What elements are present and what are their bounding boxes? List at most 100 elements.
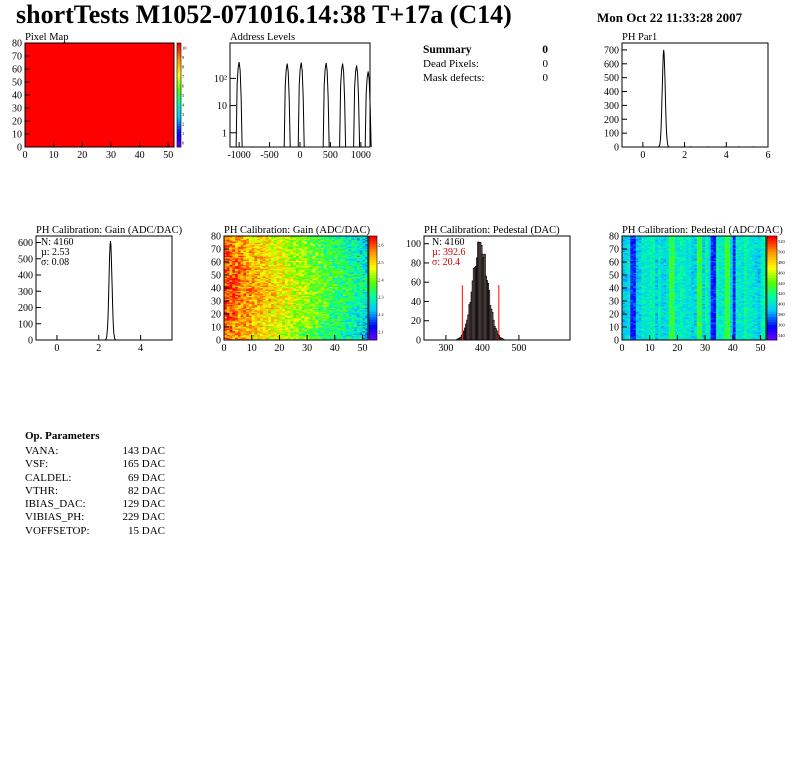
pixel-cell: [226, 295, 230, 298]
pixel-cell: [301, 295, 305, 298]
pixel-cell: [287, 255, 291, 258]
pixel-cell: [271, 269, 275, 272]
pixel-cell: [243, 263, 247, 265]
pixel-cell: [260, 245, 264, 247]
pixel-cell: [622, 277, 626, 280]
pixel-cell: [622, 327, 626, 329]
pixel-cell: [359, 259, 363, 261]
pixel-cell: [332, 294, 336, 297]
pixel-cell: [348, 333, 352, 336]
pixel-cell: [254, 273, 258, 276]
pixel-cell: [304, 298, 308, 300]
pixel-cell: [315, 260, 319, 263]
pixel-cell: [627, 325, 631, 328]
pixel-cell: [226, 251, 230, 254]
pixel-cell: [332, 237, 336, 239]
pixel-cell: [345, 297, 349, 299]
pixel-cell: [296, 249, 300, 251]
pixel-cell: [345, 250, 349, 252]
pixel-cell: [240, 317, 244, 320]
pixel-cell: [298, 238, 302, 241]
pixel-cell: [304, 260, 308, 263]
pixel-cell: [332, 290, 336, 293]
pixel-cell: [260, 280, 264, 282]
pixel-cell: [265, 275, 269, 277]
pixel-cell: [630, 324, 634, 326]
pixel-cell: [276, 238, 280, 241]
pixel-cell: [296, 329, 300, 332]
pixel-cell: [298, 243, 302, 246]
pixel-cell: [627, 291, 631, 294]
pixel-cell: [309, 297, 313, 299]
pixel-cell: [315, 238, 319, 241]
pixel-cell: [343, 260, 347, 263]
pixel-cell: [329, 278, 333, 281]
pixel-cell: [334, 314, 338, 316]
pixel-cell: [356, 260, 360, 263]
pixel-cell: [265, 276, 269, 278]
pixel-cell: [351, 276, 355, 278]
pixel-cell: [351, 254, 355, 256]
pixel-cell: [362, 337, 366, 339]
pixel-cell: [633, 238, 637, 241]
pixel-cell: [298, 280, 302, 282]
pixel-cell: [326, 314, 330, 316]
pixel-cell: [326, 284, 330, 286]
pixel-cell: [345, 330, 349, 333]
pixel-cell: [268, 332, 272, 334]
pixel-cell: [260, 316, 264, 319]
pixel-cell: [356, 297, 360, 299]
pixel-cell: [320, 276, 324, 278]
pixel-cell: [224, 280, 228, 282]
pixel-cell: [315, 307, 319, 310]
pixel-cell: [635, 312, 639, 315]
pixel-cell: [315, 333, 319, 336]
pixel-cell: [332, 260, 336, 263]
pixel-cell: [226, 263, 230, 265]
pixel-cell: [348, 336, 352, 338]
pixel-cell: [307, 264, 311, 267]
pixel-cell: [298, 312, 302, 315]
pixel-cell: [257, 293, 261, 295]
pixel-cell: [354, 272, 358, 274]
pixel-cell: [633, 289, 637, 291]
pixel-cell: [624, 302, 628, 304]
pixel-cell: [635, 294, 639, 297]
pixel-cell: [340, 239, 344, 242]
pixel-cell: [329, 246, 333, 248]
pixel-cell: [323, 282, 327, 285]
pixel-map-palette-frame: [176, 42, 182, 148]
pixel-cell: [633, 320, 637, 323]
pixel-cell: [638, 310, 642, 312]
pixel-cell: [298, 304, 302, 307]
pixel-cell: [312, 264, 316, 267]
pixel-cell: [287, 258, 291, 260]
pixel-cell: [248, 332, 252, 334]
pixel-cell: [627, 265, 631, 268]
pixel-cell: [296, 256, 300, 259]
pixel-cell: [284, 333, 288, 336]
pixel-cell: [323, 263, 327, 265]
pixel-cell: [287, 317, 291, 320]
pixel-cell: [624, 239, 628, 242]
gain-map-palette-band: [369, 308, 377, 312]
pixel-cell: [248, 260, 252, 263]
pixel-cell: [232, 238, 236, 241]
pixel-cell: [633, 269, 637, 272]
x-tick-label: 0: [298, 150, 303, 161]
pixel-cell: [627, 320, 631, 323]
pixel-cell: [237, 286, 241, 289]
pixel-cell: [282, 271, 286, 273]
pixel-cell: [307, 250, 311, 252]
pixel-cell: [268, 286, 272, 289]
pixel-cell: [312, 288, 316, 290]
pixel-cell: [279, 236, 283, 238]
pixel-cell: [633, 314, 637, 316]
pixel-cell: [260, 269, 264, 272]
pixel-cell: [356, 324, 360, 326]
pixel-cell: [268, 334, 272, 337]
pixel-cell: [340, 265, 344, 268]
pixel-cell: [262, 273, 266, 276]
pixel-cell: [365, 308, 369, 311]
pixel-cell: [265, 328, 269, 330]
